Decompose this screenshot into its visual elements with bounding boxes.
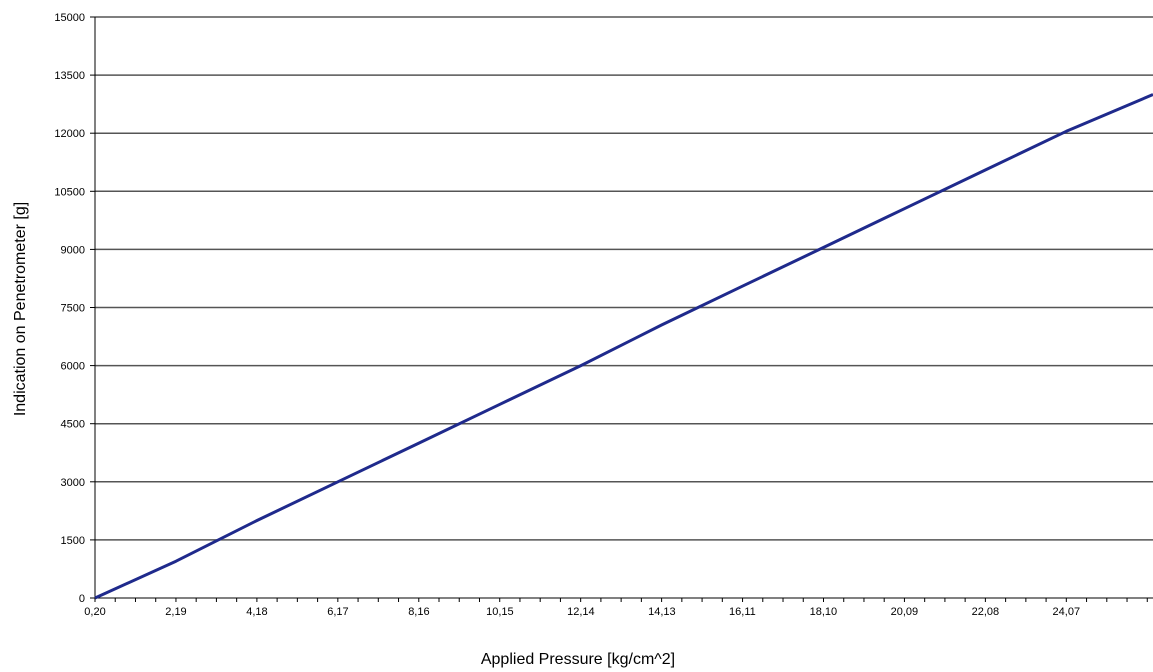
y-tick-label: 13500 — [54, 70, 85, 82]
x-tick-label: 8,16 — [408, 606, 429, 618]
y-tick-label: 4500 — [61, 419, 85, 431]
y-tick-label: 9000 — [61, 244, 85, 256]
x-tick-label: 24,07 — [1053, 606, 1081, 618]
x-tick-label: 14,13 — [648, 606, 676, 618]
y-tick-label: 0 — [79, 593, 85, 605]
x-tick-label: 2,19 — [165, 606, 186, 618]
x-tick-label: 16,11 — [729, 606, 756, 618]
x-tick-label: 10,15 — [486, 606, 514, 618]
y-tick-label: 6000 — [61, 361, 85, 373]
x-tick-label: 18,10 — [810, 606, 838, 618]
y-axis-tick-labels: 0 1500 3000 4500 6000 7500 9000 10500 12000 13500… — [54, 12, 85, 605]
x-axis-tick-labels: 0,20 2,19 4,18 6,17 8,16 10,15 12,14 14,13 16,11… — [84, 606, 1080, 618]
series-line — [94, 93, 1153, 600]
x-tick-label: 20,09 — [891, 606, 919, 618]
x-tick-label: 12,14 — [567, 606, 595, 618]
x-tick-label: 4,18 — [246, 606, 267, 618]
y-tick-label: 3000 — [61, 477, 85, 489]
horizontal-gridlines — [95, 16, 1153, 541]
x-tick-label: 22,08 — [972, 606, 1000, 618]
y-tick-label: 10500 — [54, 186, 85, 198]
x-tick-label: 0,20 — [84, 606, 105, 618]
y-axis-label: Indication on Penetrometer [g] — [12, 202, 29, 416]
y-tick-label: 7500 — [61, 303, 85, 315]
y-tick-label: 15000 — [54, 12, 85, 24]
y-tick-label: 1500 — [61, 535, 85, 547]
x-axis-label: Applied Pressure [kg/cm^2] — [481, 651, 675, 668]
series-group — [94, 93, 1153, 600]
axes — [90, 16, 1153, 602]
x-tick-label: 6,17 — [327, 606, 348, 618]
y-tick-label: 12000 — [54, 128, 85, 140]
